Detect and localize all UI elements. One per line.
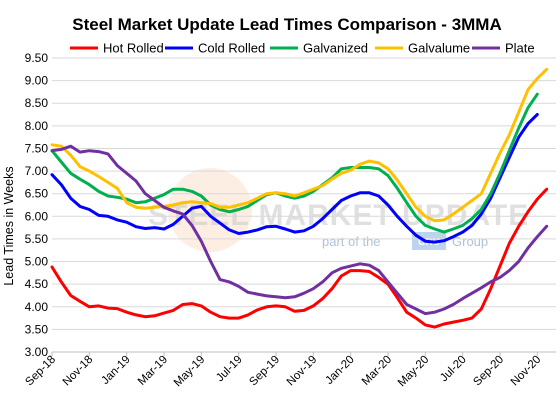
x-axis-ticks: Sep-18 Nov-18 Jan-19 Mar-19 May-19 Jul-19 Sep-… [23,352,543,389]
y-tick-label: 4.00 [25,300,49,314]
legend-label: Galvalume [408,41,470,56]
x-tick-label: Nov-20 [509,354,544,389]
y-tick-label: 8.50 [25,96,49,110]
x-tick-label: Jul-20 [438,354,469,385]
chart-series [50,67,549,329]
y-tick-label: 6.50 [25,187,49,201]
legend-label: Plate [505,41,535,56]
series-line-cold-rolled [50,113,539,244]
y-tick-label: 3.00 [25,345,49,359]
y-tick-label: 9.00 [25,74,49,88]
y-tick-label: 9.50 [25,51,49,65]
x-tick-label: Mar-20 [360,354,394,388]
watermark-sub-text: part of the [322,234,381,249]
x-tick-label: Mar-19 [136,354,170,388]
series-line-galvanized [50,92,539,234]
series-line-hot-rolled [50,187,549,329]
legend-label: Cold Rolled [198,41,265,56]
x-tick-label: Nov-19 [285,354,320,389]
y-tick-label: 4.50 [25,277,49,291]
y-tick-label: 6.00 [25,209,49,223]
x-tick-label: Jul-19 [214,354,245,385]
x-tick-label: May-20 [396,354,432,390]
series-line-galvalume [50,67,549,223]
y-tick-label: 5.00 [25,255,49,269]
y-tick-label: 7.50 [25,141,49,155]
y-tick-label: 3.50 [25,322,49,336]
chart-legend: Hot Rolled Cold Rolled Galvanized Galvalume… [70,41,535,56]
y-tick-label: 8.00 [25,119,49,133]
y-axis-label: Lead Times in Weeks [2,166,16,285]
y-tick-label: 5.50 [25,232,49,246]
x-tick-label: Sep-20 [471,354,506,389]
y-tick-label: 7.00 [25,164,49,178]
x-tick-label: Sep-19 [247,354,282,389]
watermark-tail-text: Group [452,234,488,249]
x-tick-label: May-19 [172,354,208,390]
x-tick-label: Jan-20 [323,354,356,387]
legend-label: Hot Rolled [103,41,164,56]
y-gridlines [52,57,556,353]
chart-title: Steel Market Update Lead Times Compariso… [72,15,502,34]
x-tick-label: Nov-18 [61,354,96,389]
x-tick-label: Jan-19 [99,354,132,387]
y-axis-ticks: 3.00 3.50 4.00 4.50 5.00 5.50 6.00 6.50 7.00 7.50… [25,51,49,359]
legend-label: Galvanized [303,41,368,56]
series-line-plate [50,144,549,316]
